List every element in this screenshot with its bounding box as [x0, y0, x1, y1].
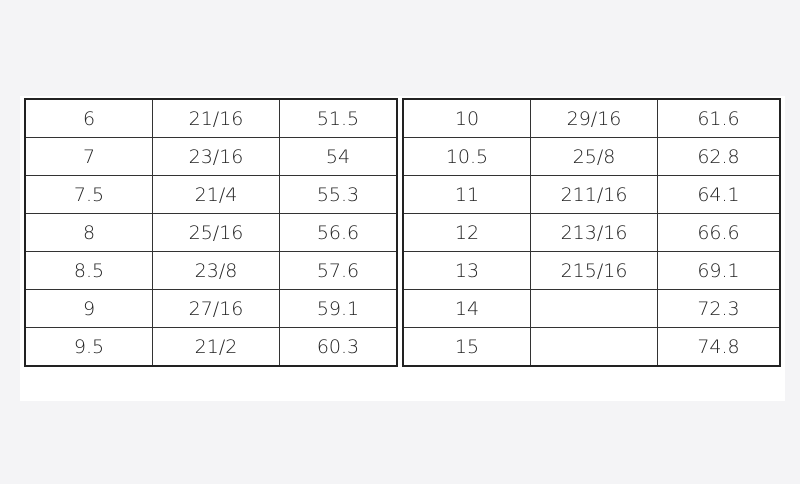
table-cell: 62.8: [657, 137, 781, 176]
table-cell: 7.5: [24, 175, 153, 214]
table-cell: 23/16: [152, 137, 280, 176]
table-cell: 59.1: [279, 289, 398, 328]
table-cell: 13: [402, 251, 531, 290]
table-row: 8 25/16 56.6: [24, 213, 398, 252]
table-cell: 51.5: [279, 98, 398, 138]
table-cell: 14: [402, 289, 531, 328]
table-cell: 10.5: [402, 137, 531, 176]
table-cell: 69.1: [657, 251, 781, 290]
table-cell: 7: [24, 137, 153, 176]
table-cell: 9.5: [24, 327, 153, 367]
table-cell: 25/16: [152, 213, 280, 252]
table-row: 15 74.8: [402, 327, 781, 367]
table-cell: 21/4: [152, 175, 280, 214]
table-row: 10 29/16 61.6: [402, 98, 781, 138]
table-row: 7 23/16 54: [24, 137, 398, 176]
table-cell: 61.6: [657, 98, 781, 138]
table-cell: 21/2: [152, 327, 280, 367]
table-cell: 8.5: [24, 251, 153, 290]
table-cell: [530, 289, 658, 328]
table-row: 7.5 21/4 55.3: [24, 175, 398, 214]
table-cell: 55.3: [279, 175, 398, 214]
table-cell: 57.6: [279, 251, 398, 290]
table-row: 11 211/16 64.1: [402, 175, 781, 214]
table-cell: 72.3: [657, 289, 781, 328]
table-cell: 25/8: [530, 137, 658, 176]
table-cell: 29/16: [530, 98, 658, 138]
table-cell: 6: [24, 98, 153, 138]
table-cell: 8: [24, 213, 153, 252]
table-cell: 9: [24, 289, 153, 328]
table-cell: 15: [402, 327, 531, 367]
table-row: 10.5 25/8 62.8: [402, 137, 781, 176]
table-cell: 23/8: [152, 251, 280, 290]
table-cell: 60.3: [279, 327, 398, 367]
table-cell: 27/16: [152, 289, 280, 328]
table-cell: 56.6: [279, 213, 398, 252]
table-cell: 54: [279, 137, 398, 176]
table-cell: 21/16: [152, 98, 280, 138]
table-row: 13 215/16 69.1: [402, 251, 781, 290]
table-cell: 74.8: [657, 327, 781, 367]
table-row: 14 72.3: [402, 289, 781, 328]
table-cell: 213/16: [530, 213, 658, 252]
table-row: 8.5 23/8 57.6: [24, 251, 398, 290]
table-row: 9.5 21/2 60.3: [24, 327, 398, 367]
size-table-left: 6 21/16 51.5 7 23/16 54 7.5 21/4 55.3 8 25/16 56.6 8…: [24, 98, 398, 367]
table-cell: [530, 327, 658, 367]
table-cell: 64.1: [657, 175, 781, 214]
table-cell: 10: [402, 98, 531, 138]
table-cell: 66.6: [657, 213, 781, 252]
table-row: 9 27/16 59.1: [24, 289, 398, 328]
table-cell: 12: [402, 213, 531, 252]
table-cell: 211/16: [530, 175, 658, 214]
size-table-right: 10 29/16 61.6 10.5 25/8 62.8 11 211/16 64.1 12 213…: [402, 98, 781, 367]
table-row: 12 213/16 66.6: [402, 213, 781, 252]
table-cell: 11: [402, 175, 531, 214]
table-cell: 215/16: [530, 251, 658, 290]
table-row: 6 21/16 51.5: [24, 98, 398, 138]
